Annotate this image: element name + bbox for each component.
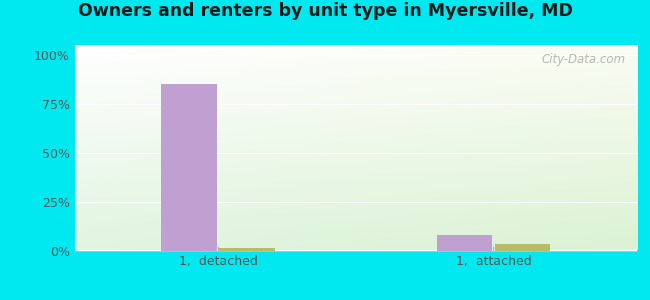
Bar [437, 235, 492, 250]
Text: Owners and renters by unit type in Myersville, MD: Owners and renters by unit type in Myers… [77, 2, 573, 20]
Bar [495, 244, 551, 250]
Bar [220, 248, 275, 250]
Bar [161, 84, 217, 250]
Text: City-Data.com: City-Data.com [541, 53, 626, 66]
